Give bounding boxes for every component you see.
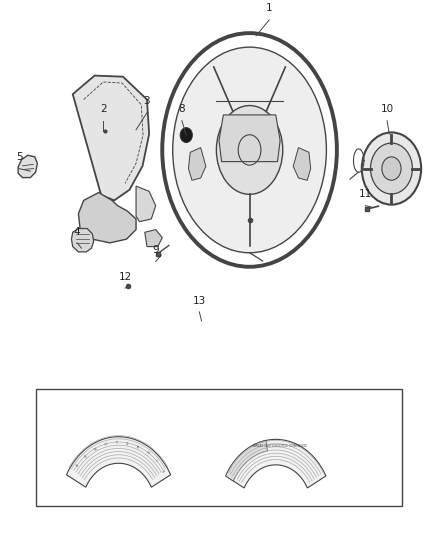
- Ellipse shape: [173, 47, 326, 253]
- Text: 1: 1: [266, 4, 272, 13]
- Polygon shape: [188, 148, 206, 180]
- Text: 4: 4: [74, 227, 81, 237]
- Text: T: T: [115, 441, 117, 445]
- Text: 10: 10: [381, 104, 394, 115]
- Polygon shape: [71, 229, 94, 252]
- Text: 3: 3: [144, 96, 150, 107]
- Circle shape: [362, 132, 421, 205]
- Text: N: N: [93, 447, 97, 452]
- Text: S: S: [76, 464, 80, 468]
- Text: 8: 8: [179, 104, 185, 115]
- Text: E: E: [84, 455, 88, 459]
- Polygon shape: [226, 440, 268, 481]
- Text: E: E: [125, 442, 128, 446]
- Circle shape: [180, 127, 192, 142]
- Ellipse shape: [216, 106, 283, 195]
- Text: 13: 13: [193, 295, 206, 305]
- Polygon shape: [78, 192, 136, 243]
- Text: 11: 11: [359, 189, 372, 199]
- Text: R: R: [135, 445, 139, 449]
- Text: 5: 5: [16, 152, 22, 162]
- Polygon shape: [73, 76, 149, 200]
- Polygon shape: [145, 230, 162, 247]
- Circle shape: [382, 157, 401, 180]
- Text: H: H: [145, 450, 149, 455]
- Text: I: I: [154, 459, 157, 463]
- Polygon shape: [226, 439, 326, 488]
- FancyBboxPatch shape: [35, 389, 403, 506]
- Circle shape: [371, 143, 413, 194]
- Text: 2: 2: [100, 104, 106, 115]
- Polygon shape: [67, 437, 171, 487]
- Text: 12: 12: [119, 272, 132, 281]
- Polygon shape: [293, 148, 311, 180]
- Polygon shape: [18, 155, 37, 177]
- Polygon shape: [136, 186, 155, 222]
- Text: AIRBAG CAUTION NOTICE (CONTINUED): AIRBAG CAUTION NOTICE (CONTINUED): [253, 444, 307, 448]
- Polygon shape: [219, 115, 280, 161]
- Text: H: H: [103, 443, 107, 447]
- Text: 9: 9: [152, 245, 159, 255]
- Text: S: S: [160, 469, 165, 473]
